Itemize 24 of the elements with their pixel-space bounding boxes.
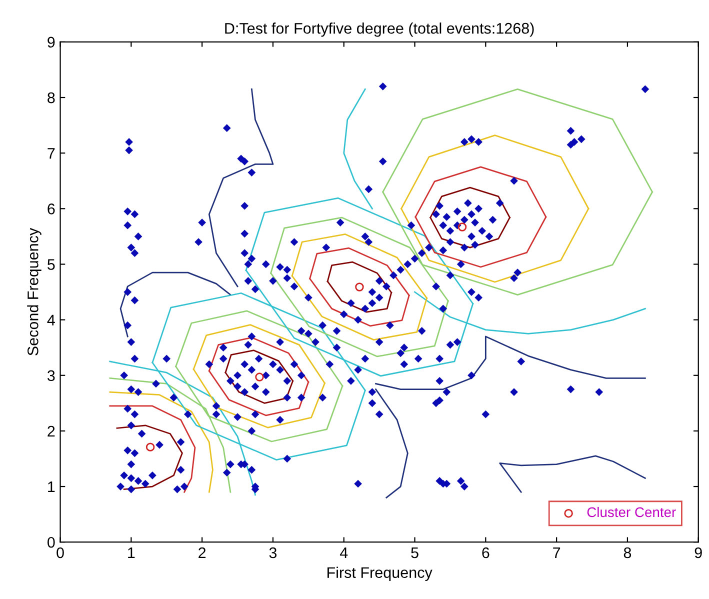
x-tick-label: 5 [411,548,418,558]
y-tick-label: 8 [48,92,55,104]
chart-title: D:Test for Fortyfive degree (total events:1268) [225,22,534,37]
legend-label: Cluster Center [587,506,676,518]
y-axis-title: Second Frequency [27,228,42,356]
y-tick-label: 7 [48,148,55,159]
y-tick-label: 5 [48,259,55,270]
x-axis-title: First Frequency [328,566,432,581]
x-tick-label: 3 [269,547,277,558]
x-tick-label: 1 [128,548,135,558]
x-tick-label: 6 [482,547,490,558]
x-tick-label: 2 [198,547,206,558]
x-tick-label: 4 [340,548,348,558]
y-tick-label: 0 [48,536,55,548]
y-tick-label: 2 [48,426,55,436]
y-tick-label: 4 [47,314,55,326]
y-tick-label: 6 [48,204,55,214]
x-tick-label: 8 [624,547,632,558]
y-tick-label: 1 [48,482,55,492]
y-tick-label: 9 [48,36,55,48]
y-tick-label: 3 [47,370,55,382]
x-tick-label: 9 [694,547,702,558]
x-tick-label: 0 [56,547,64,558]
x-tick-label: 7 [553,548,560,558]
